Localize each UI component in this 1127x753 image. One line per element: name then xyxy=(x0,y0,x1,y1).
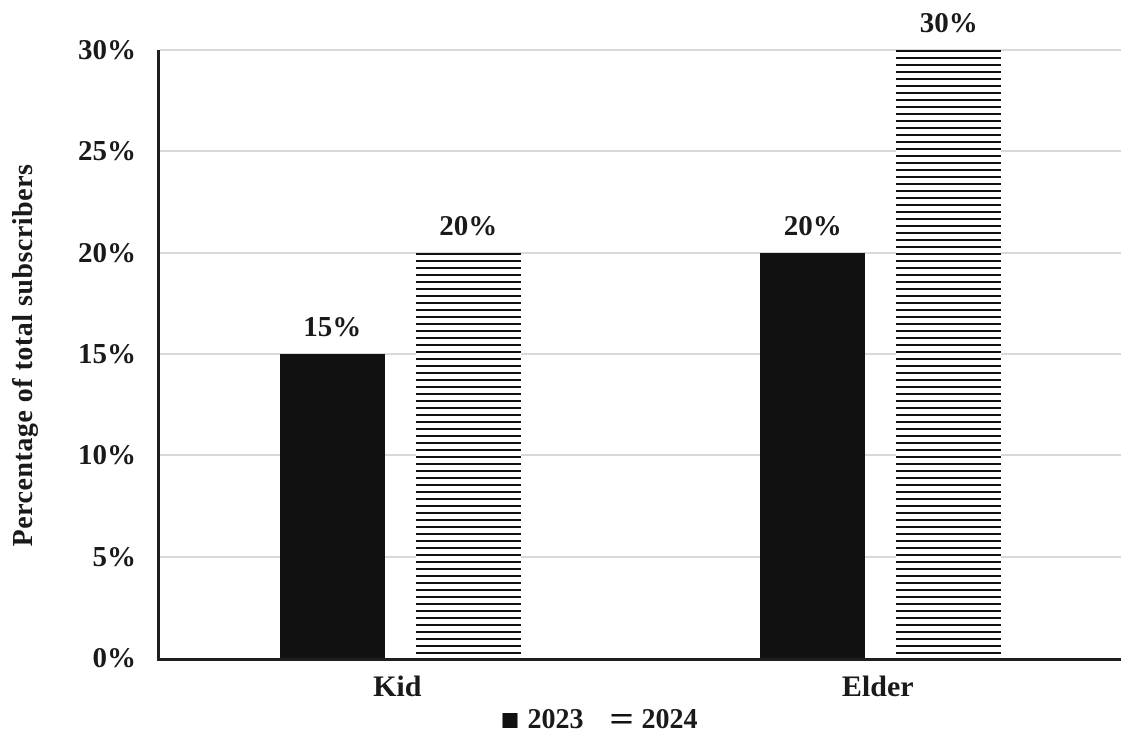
legend: 2023 2024 xyxy=(502,704,698,735)
gridline-10 xyxy=(160,454,1121,457)
gridline-20 xyxy=(160,251,1121,254)
gridline-25 xyxy=(160,150,1121,153)
y-tick-label-10: 10% xyxy=(78,439,136,472)
legend-marker-solid-icon xyxy=(502,712,518,728)
legend-label-2023: 2023 xyxy=(527,704,584,735)
legend-item-2023: 2023 xyxy=(502,704,584,735)
bar-kid-2024 xyxy=(415,252,521,658)
y-tick-label-15: 15% xyxy=(78,338,136,370)
data-label-kid-2023: 15% xyxy=(303,311,362,343)
legend-label-2024: 2024 xyxy=(641,704,698,735)
legend-item-2024: 2024 xyxy=(611,704,698,735)
legend-marker-hstripes-icon xyxy=(611,713,632,727)
gridline-15 xyxy=(160,353,1121,355)
bar-elder-2023 xyxy=(760,252,866,658)
data-label-elder-2023: 20% xyxy=(783,209,842,242)
plot-area: 15% 20% 20% 30% xyxy=(157,9,1121,661)
x-category-label-elder: Elder xyxy=(841,670,914,703)
y-tick-label-20: 20% xyxy=(78,236,136,269)
y-tick-label-25: 25% xyxy=(78,135,136,168)
data-label-kid-2024: 20% xyxy=(439,209,498,242)
bar-elder-2024 xyxy=(896,50,1002,658)
gridline-30 xyxy=(160,49,1121,51)
gridline-5 xyxy=(160,555,1121,558)
y-tick-label-0: 0% xyxy=(92,642,137,674)
bar-kid-2023 xyxy=(279,354,385,658)
x-category-label-kid: Kid xyxy=(373,670,422,703)
y-tick-label-30: 30% xyxy=(78,34,136,66)
data-label-elder-2024: 30% xyxy=(919,7,978,39)
y-tick-label-5: 5% xyxy=(92,540,137,573)
